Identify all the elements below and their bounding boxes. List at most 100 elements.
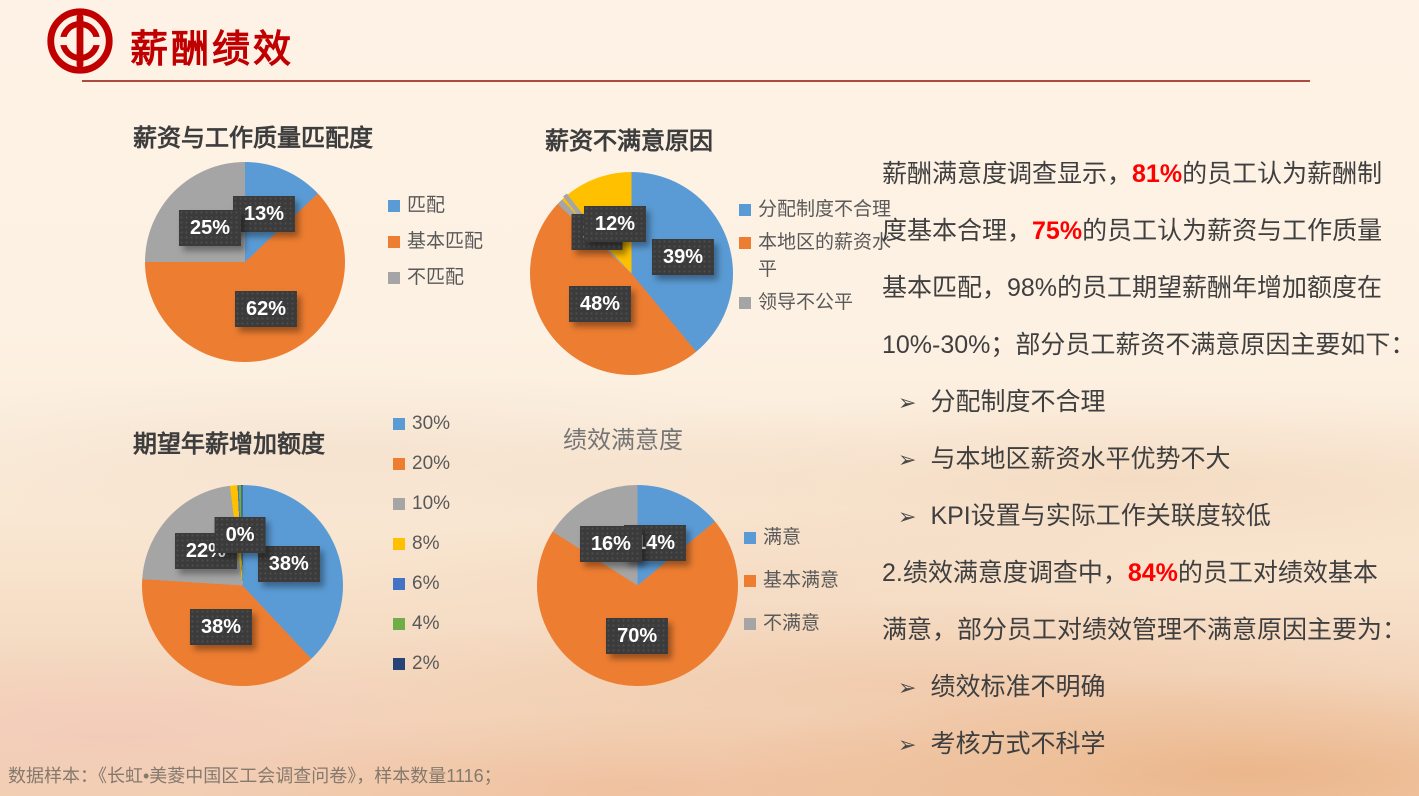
legend-item: 匹配 xyxy=(388,192,483,219)
text-segment: 的员工认为薪酬制 xyxy=(1182,160,1383,188)
arrow-bullet-icon: ➢ xyxy=(898,504,917,529)
arrow-bullet-icon: ➢ xyxy=(898,675,917,700)
text-segment: 的员工对绩效基本 xyxy=(1177,559,1378,587)
legend-swatch xyxy=(744,532,756,544)
legend-item: 6% xyxy=(393,570,450,597)
text-line: 薪酬满意度调查显示，81%的员工认为薪酬制 xyxy=(882,146,1402,203)
legend-label: 10% xyxy=(412,493,451,514)
legend-item: 分配制度不合理 xyxy=(739,196,899,223)
text-segment: 2.绩效满意度调查中， xyxy=(882,559,1128,587)
legend-label: 满意 xyxy=(763,527,802,548)
pie-slice-label: 62% xyxy=(234,291,298,327)
legend-swatch xyxy=(393,658,405,670)
text-segment: 薪酬满意度调查显示， xyxy=(882,160,1133,188)
text-line: 10%-30%；部分员工薪资不满意原因主要如下： xyxy=(882,317,1415,374)
pie-slice-label: 38% xyxy=(189,608,252,645)
legend-swatch xyxy=(388,236,400,248)
pie-salary-match: 13% 62% 25% xyxy=(145,162,345,362)
legend-label: 6% xyxy=(412,573,440,594)
pie-slice-label: 38% xyxy=(257,545,320,582)
highlight-number: 81% xyxy=(1132,160,1183,188)
text-line: 基本匹配，98%的员工期望薪酬年增加额度在 xyxy=(882,260,1402,317)
highlight-number: 75% xyxy=(1032,217,1083,245)
pie-slice-label: 25% xyxy=(178,210,242,246)
legend-swatch xyxy=(744,575,756,587)
legend-label: 20% xyxy=(412,453,451,474)
bullet-line: ➢ 分配制度不合理 xyxy=(882,374,1402,431)
pie-slice-label: 0% xyxy=(214,517,266,554)
text-segment: 绩效标准不明确 xyxy=(930,673,1106,701)
arrow-bullet-icon: ➢ xyxy=(898,390,917,415)
legend-swatch xyxy=(739,204,751,216)
legend-label: 基本匹配 xyxy=(407,231,484,252)
trade-union-emblem-icon xyxy=(47,8,113,74)
legend-label: 基本满意 xyxy=(763,570,840,591)
text-segment: 基本匹配，98%的员工期望薪酬年增加额度在 xyxy=(882,274,1383,302)
chart-title-performance: 绩效满意度 xyxy=(563,428,683,454)
legend-swatch xyxy=(388,272,400,284)
legend-item: 基本匹配 xyxy=(388,228,483,255)
text-segment: 的员工认为薪资与工作质量 xyxy=(1082,217,1383,245)
text-segment: KPI设置与实际工作关联度较低 xyxy=(930,502,1271,530)
legend-swatch xyxy=(393,498,405,510)
text-line: 满意，部分员工对绩效管理不满意原因主要为： xyxy=(882,602,1407,659)
text-segment: 满意，部分员工对绩效管理不满意原因主要为： xyxy=(882,616,1408,644)
legend-label: 8% xyxy=(412,533,440,554)
legend-item: 4% xyxy=(393,610,450,637)
right-panel: 薪酬满意度调查显示，81%的员工认为薪酬制 度基本合理，75%的员工认为薪资与工作… xyxy=(882,146,1415,773)
bullet-line: ➢ 考核方式不科学 xyxy=(882,716,1402,773)
legend-label: 分配制度不合理 xyxy=(758,199,892,220)
legend-salary-match: 匹配 基本匹配 不匹配 xyxy=(388,192,483,291)
legend-label: 匹配 xyxy=(407,195,446,216)
bullet-line: ➢ 与本地区薪资水平优势不大 xyxy=(882,431,1402,488)
legend-label: 30% xyxy=(412,413,451,434)
legend-item: 基本满意 xyxy=(744,567,839,594)
legend-swatch xyxy=(393,418,405,430)
pie-dissatisfaction: 39%48%1%12% xyxy=(530,172,733,375)
text-segment: 度基本合理， xyxy=(882,217,1033,245)
legend-expected-raise: 30% 20% 10% 8% 6% 4% 2% xyxy=(393,410,450,677)
pie-performance: 14% 70% 16% xyxy=(537,485,738,686)
legend-swatch xyxy=(393,618,405,630)
legend-swatch xyxy=(393,458,405,470)
pie-expected-raise: 38% 38% 22% 0% xyxy=(142,485,343,686)
legend-swatch xyxy=(744,618,756,630)
legend-item: 20% xyxy=(393,450,450,477)
legend-item: 2% xyxy=(393,650,450,677)
bullet-line: ➢ 绩效标准不明确 xyxy=(882,659,1402,716)
legend-item: 8% xyxy=(393,530,450,557)
legend-item: 10% xyxy=(393,490,450,517)
text-line: 2.绩效满意度调查中，84%的员工对绩效基本 xyxy=(882,545,1402,602)
pie-slice-label: 12% xyxy=(584,205,647,242)
pie-slice-label: 39% xyxy=(652,239,715,276)
legend-label: 不匹配 xyxy=(407,267,465,288)
arrow-bullet-icon: ➢ xyxy=(898,447,917,472)
text-segment: 分配制度不合理 xyxy=(930,388,1106,416)
arrow-bullet-icon: ➢ xyxy=(898,732,917,757)
legend-item: 不满意 xyxy=(744,610,839,637)
pie-slice-label: 13% xyxy=(232,196,296,232)
legend-swatch xyxy=(388,200,400,212)
legend-swatch xyxy=(739,297,751,309)
pie-slice-label: 16% xyxy=(579,526,642,563)
legend-item: 30% xyxy=(393,410,450,437)
legend-label: 本地区的薪资水平 xyxy=(758,232,892,280)
text-line: 度基本合理，75%的员工认为薪资与工作质量 xyxy=(882,203,1402,260)
highlight-number: 84% xyxy=(1127,559,1178,587)
pie-slice-label: 70% xyxy=(606,617,669,654)
data-source-note: 数据样本：《长虹•美菱中国区工会调查问卷》，样本数量1116； xyxy=(8,766,502,786)
chart-title-salary-match: 薪资与工作质量匹配度 xyxy=(133,125,373,152)
legend-item: 领导不公平 xyxy=(739,289,899,316)
legend-label: 不满意 xyxy=(763,613,821,634)
page-title: 薪酬绩效 xyxy=(130,29,295,71)
header-divider xyxy=(82,80,1310,82)
legend-item: 满意 xyxy=(744,524,839,551)
legend-performance: 满意 基本满意 不满意 xyxy=(744,524,839,637)
text-segment: 考核方式不科学 xyxy=(930,730,1106,758)
text-segment: 与本地区薪资水平优势不大 xyxy=(930,445,1231,473)
legend-item: 不匹配 xyxy=(388,264,483,291)
text-segment: 10%-30%；部分员工薪资不满意原因主要如下： xyxy=(882,331,1416,359)
chart-title-expected-raise: 期望年薪增加额度 xyxy=(133,431,325,458)
bullet-line: ➢ KPI设置与实际工作关联度较低 xyxy=(882,488,1402,545)
